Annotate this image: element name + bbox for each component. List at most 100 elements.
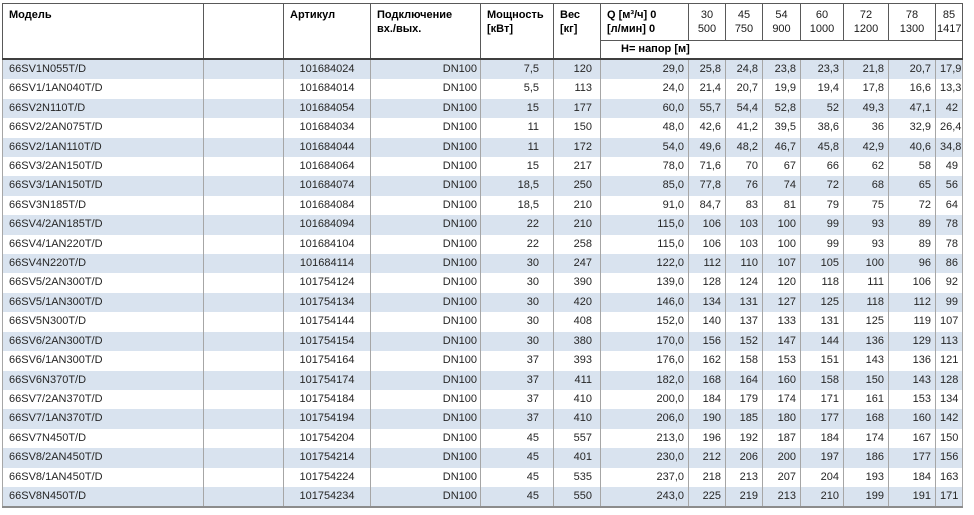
head-cell-1: 41,2: [725, 118, 763, 138]
head-cell-1: 110: [725, 254, 763, 274]
head-cell-4: 100: [843, 254, 889, 274]
table-row: 66SV6N370T/D 101754174 DN100 37 411 182,0 168 1…: [2, 370, 963, 390]
spacer-cell: [203, 448, 284, 468]
head-cell-1: 213: [725, 467, 763, 487]
article-cell: 101684084: [283, 195, 371, 216]
head-cell-5: 119: [888, 312, 936, 332]
head-cell-1: 83: [725, 195, 763, 216]
head-cell-2: 120: [762, 273, 801, 293]
article-cell: 101684034: [283, 118, 371, 138]
table-row: 66SV8/1AN450T/D 101754224 DN100 45 535 237,0 2…: [2, 467, 963, 487]
table-header: Модель Артикул Подключение вх./вых. Мощн…: [2, 3, 963, 60]
head-cell-5: 65: [888, 176, 936, 196]
head-cell-5: 40,6: [888, 137, 936, 158]
q0-cell: 237,0: [600, 467, 689, 487]
head-cell-5: 16,6: [888, 79, 936, 99]
connection-cell: DN100: [370, 157, 481, 177]
head-cell-3: 131: [800, 312, 844, 332]
head-cell-1: 54,4: [725, 98, 763, 119]
q0-cell: 115,0: [600, 234, 689, 255]
head-cell-1: 24,8: [725, 59, 763, 80]
head-cell-0: 106: [688, 234, 726, 255]
article-cell: 101684074: [283, 176, 371, 196]
power-cell: 22: [480, 215, 554, 235]
weight-cell: 408: [553, 312, 601, 332]
head-cell-6: 163: [935, 467, 963, 487]
head-cell-4: 118: [843, 292, 889, 313]
power-cell: 45: [480, 486, 554, 509]
weight-cell: 250: [553, 176, 601, 196]
column-header-flow-85: 85 1417: [935, 3, 963, 41]
head-cell-2: 180: [762, 409, 801, 429]
head-cell-4: 49,3: [843, 98, 889, 119]
head-cell-1: 179: [725, 389, 763, 410]
table-row: 66SV4/1AN220T/D 101684104 DN100 22 258 115,0 1…: [2, 234, 963, 255]
article-cell: 101684054: [283, 98, 371, 119]
head-cell-2: 52,8: [762, 98, 801, 119]
pump-data-table: Модель Артикул Подключение вх./вых. Мощн…: [2, 3, 963, 509]
head-cell-2: 213: [762, 486, 801, 509]
power-cell: 5,5: [480, 79, 554, 99]
model-cell: 66SV2/2AN075T/D: [2, 118, 204, 138]
q-header-line2: [л/мин] 0: [607, 23, 656, 35]
head-cell-6: 78: [935, 234, 963, 255]
table-row: 66SV1N055T/D 101684024 DN100 7,5 120 29,0 25,8…: [2, 59, 963, 80]
header-row-sub: Н= напор [м]: [3, 40, 963, 60]
table-row: 66SV3N185T/D 101684084 DN100 18,5 210 91,0 84,…: [2, 195, 963, 216]
model-cell: 66SV6N370T/D: [2, 370, 204, 390]
head-cell-5: 58: [888, 157, 936, 177]
q0-cell: 115,0: [600, 215, 689, 235]
head-cell-2: 207: [762, 467, 801, 487]
weight-cell: 410: [553, 389, 601, 410]
head-cell-0: 225: [688, 486, 726, 509]
head-cell-3: 99: [800, 215, 844, 235]
flow-lmin-value: 1000: [809, 23, 835, 35]
table-row: 66SV2/2AN075T/D 101684034 DN100 11 150 48,0 42…: [2, 118, 963, 138]
q0-cell: 29,0: [600, 59, 689, 80]
q0-cell: 60,0: [600, 98, 689, 119]
column-header-article: Артикул: [283, 3, 371, 60]
head-cell-6: 56: [935, 176, 963, 196]
head-cell-4: 168: [843, 409, 889, 429]
head-cell-4: 93: [843, 234, 889, 255]
head-cell-1: 192: [725, 428, 763, 449]
connection-cell: DN100: [370, 312, 481, 332]
connection-cell: DN100: [370, 234, 481, 255]
head-cell-3: 125: [800, 292, 844, 313]
head-cell-1: 164: [725, 370, 763, 390]
head-cell-6: 78: [935, 215, 963, 235]
head-cell-2: 200: [762, 448, 801, 468]
model-cell: 66SV8N450T/D: [2, 486, 204, 509]
head-cell-1: 76: [725, 176, 763, 196]
connection-cell: DN100: [370, 59, 481, 80]
head-cell-6: 113: [935, 331, 963, 352]
weight-cell: 172: [553, 137, 601, 158]
spacer-cell: [203, 98, 284, 119]
weight-cell: 410: [553, 409, 601, 429]
model-cell: 66SV3/1AN150T/D: [2, 176, 204, 196]
head-cell-2: 133: [762, 312, 801, 332]
power-cell: 37: [480, 389, 554, 410]
model-cell: 66SV7N450T/D: [2, 428, 204, 449]
q0-cell: 146,0: [600, 292, 689, 313]
power-cell: 45: [480, 428, 554, 449]
spacer-cell: [203, 176, 284, 196]
table-row: 66SV2N110T/D 101684054 DN100 15 177 60,0 55,7 5…: [2, 98, 963, 119]
weight-cell: 210: [553, 195, 601, 216]
head-cell-0: 106: [688, 215, 726, 235]
head-cell-2: 39,5: [762, 118, 801, 138]
head-cell-0: 218: [688, 467, 726, 487]
q0-cell: 24,0: [600, 79, 689, 99]
head-cell-2: 187: [762, 428, 801, 449]
connection-header-line1: Подключение: [377, 9, 453, 21]
head-cell-6: 107: [935, 312, 963, 332]
head-cell-6: 34,8: [935, 137, 963, 158]
head-cell-5: 47,1: [888, 98, 936, 119]
head-cell-5: 177: [888, 448, 936, 468]
head-cell-0: 55,7: [688, 98, 726, 119]
spacer-cell: [203, 370, 284, 390]
head-cell-4: 136: [843, 331, 889, 352]
power-cell: 30: [480, 273, 554, 293]
power-cell: 37: [480, 409, 554, 429]
weight-cell: 210: [553, 215, 601, 235]
